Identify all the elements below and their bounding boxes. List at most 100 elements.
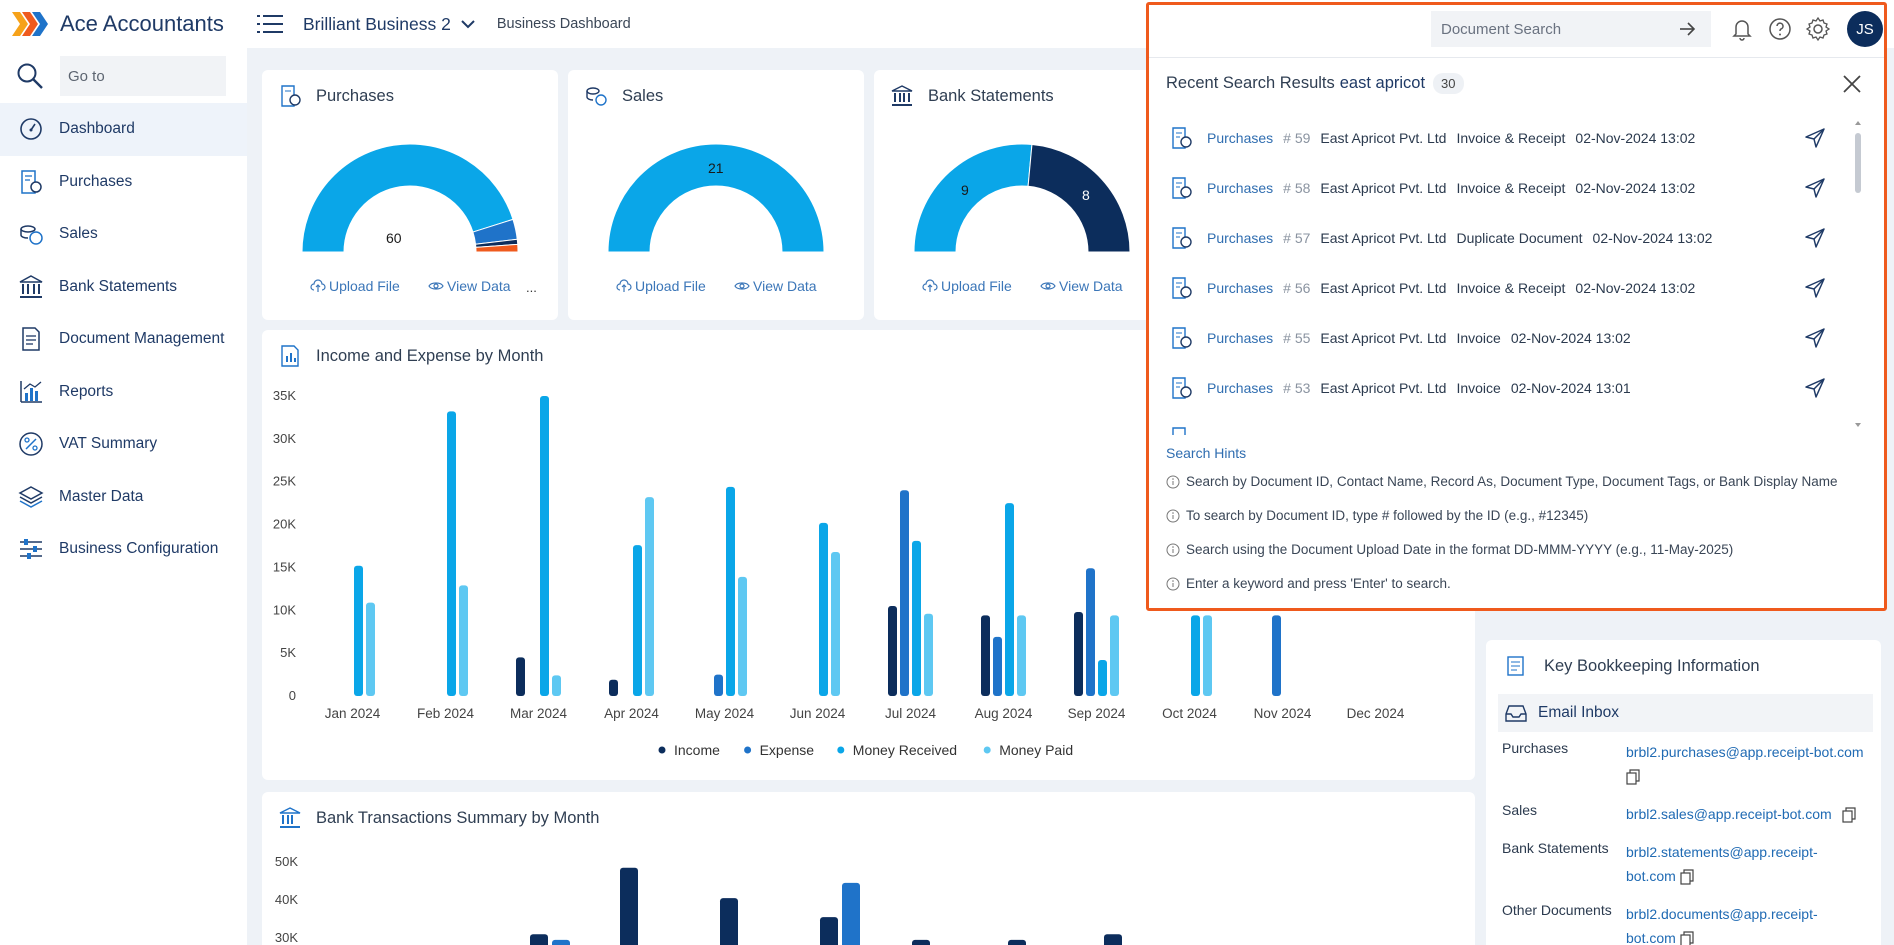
copy-icon[interactable] — [1680, 869, 1694, 885]
chevron-down-icon[interactable] — [459, 15, 477, 33]
bar-money-paid[interactable] — [1110, 615, 1119, 696]
sidebar-item-document-management[interactable]: Document Management — [0, 313, 247, 366]
view-data-link[interactable]: View Data — [1040, 278, 1123, 294]
bar-money-paid[interactable] — [831, 552, 840, 696]
email-address[interactable]: brbl2.purchases@app.receipt-bot.com — [1626, 744, 1864, 760]
search-result-row[interactable]: Purchases # 56 East Apricot Pvt. Ltd Invoic… — [1164, 263, 1854, 313]
bank-bar[interactable] — [842, 882, 860, 945]
sidebar-item-reports[interactable]: Reports — [0, 366, 247, 419]
copy-icon[interactable] — [1680, 931, 1694, 945]
bank-bar[interactable] — [912, 939, 930, 945]
scrollbar-thumb[interactable] — [1855, 133, 1861, 193]
gauge-segment[interactable] — [913, 143, 1033, 253]
sidebar-item-business-configuration[interactable]: Business Configuration — [0, 523, 247, 576]
bar-money-paid[interactable] — [1017, 615, 1026, 696]
copy-icon[interactable] — [1841, 807, 1856, 823]
send-icon[interactable] — [1804, 377, 1826, 399]
bar-money-paid[interactable] — [552, 675, 561, 696]
search-result-row-partial[interactable] — [1164, 413, 1854, 435]
bar-money-paid[interactable] — [459, 585, 468, 696]
send-icon[interactable] — [1804, 277, 1826, 299]
bar-money-received[interactable] — [1098, 660, 1107, 696]
view-data-link[interactable]: View Data — [734, 278, 817, 294]
email-address[interactable]: brbl2.statements@app.receipt-bot.com — [1626, 844, 1818, 884]
send-icon[interactable] — [1804, 177, 1826, 199]
bar-money-paid[interactable] — [1203, 615, 1212, 696]
bank-bar[interactable] — [1008, 939, 1026, 945]
search-result-row[interactable]: Purchases # 58 East Apricot Pvt. Ltd Invoic… — [1164, 163, 1854, 213]
bar-money-received[interactable] — [447, 411, 456, 696]
brand[interactable]: Ace Accountants — [12, 10, 224, 38]
bar-income[interactable] — [516, 657, 525, 696]
email-address[interactable]: brbl2.documents@app.receipt-bot.com — [1626, 906, 1818, 945]
view-data-link[interactable]: View Data — [428, 278, 511, 294]
sidebar-item-vat-summary[interactable]: VAT Summary — [0, 418, 247, 471]
legend-label[interactable]: Money Paid — [999, 742, 1073, 758]
document-search-input[interactable] — [1441, 20, 1671, 38]
search-icon[interactable] — [16, 62, 44, 90]
bank-bar[interactable] — [820, 917, 838, 945]
bell-icon[interactable] — [1729, 16, 1755, 42]
bar-income[interactable] — [981, 615, 990, 696]
sales-card: Sales 21 Upload File View Data — [568, 70, 864, 320]
legend-label[interactable]: Money Received — [853, 742, 957, 758]
sidebar-item-purchases[interactable]: Purchases — [0, 156, 247, 209]
bar-money-paid[interactable] — [366, 602, 375, 696]
bar-money-received[interactable] — [1005, 503, 1014, 696]
search-result-row[interactable]: Purchases # 53 East Apricot Pvt. Ltd Invoic… — [1164, 363, 1854, 413]
bar-money-received[interactable] — [354, 565, 363, 696]
scrollbar[interactable] — [1855, 121, 1861, 427]
gauge-segment[interactable] — [1027, 143, 1131, 253]
bar-expense[interactable] — [1272, 615, 1281, 696]
bank-bar[interactable] — [530, 934, 548, 945]
legend-label[interactable]: Expense — [760, 742, 815, 758]
sidebar-item-master-data[interactable]: Master Data — [0, 471, 247, 524]
bar-money-paid[interactable] — [738, 576, 747, 696]
bar-expense[interactable] — [993, 636, 1002, 696]
send-icon[interactable] — [1804, 227, 1826, 249]
gauge-segment[interactable] — [301, 143, 514, 253]
bar-income[interactable] — [1074, 612, 1083, 696]
gauge-segment[interactable] — [607, 143, 825, 253]
sidebar-item-sales[interactable]: Sales — [0, 208, 247, 261]
upload-file-link[interactable]: Upload File — [616, 278, 706, 294]
bar-money-received[interactable] — [819, 522, 828, 696]
search-result-row[interactable]: Purchases # 57 East Apricot Pvt. Ltd Duplic… — [1164, 213, 1854, 263]
business-selector[interactable]: Brilliant Business 2 — [303, 13, 451, 34]
gauge-segment[interactable] — [475, 243, 519, 253]
send-icon[interactable] — [1804, 127, 1826, 149]
menu-icon[interactable] — [255, 12, 285, 36]
gear-icon[interactable] — [1805, 16, 1831, 42]
upload-file-link[interactable]: Upload File — [310, 278, 400, 294]
sidebar-item-bank-statements[interactable]: Bank Statements — [0, 261, 247, 314]
bar-income[interactable] — [888, 606, 897, 696]
arrow-right-icon[interactable] — [1677, 19, 1697, 39]
bar-money-received[interactable] — [726, 486, 735, 696]
search-result-row[interactable]: Purchases # 59 East Apricot Pvt. Ltd Invoic… — [1164, 113, 1854, 163]
bank-bar[interactable] — [720, 898, 738, 945]
goto-input[interactable] — [60, 56, 226, 96]
bar-money-received[interactable] — [633, 545, 642, 696]
email-address[interactable]: brbl2.sales@app.receipt-bot.com — [1626, 806, 1832, 822]
upload-file-link[interactable]: Upload File — [922, 278, 1012, 294]
copy-icon[interactable] — [1626, 769, 1640, 785]
search-result-row[interactable]: Purchases # 55 East Apricot Pvt. Ltd Invoic… — [1164, 313, 1854, 363]
bar-expense[interactable] — [714, 674, 723, 696]
sidebar-item-dashboard[interactable]: Dashboard — [0, 103, 247, 156]
bar-money-received[interactable] — [540, 396, 549, 696]
bar-money-received[interactable] — [1191, 615, 1200, 696]
bar-money-received[interactable] — [912, 540, 921, 696]
bar-money-paid[interactable] — [645, 497, 654, 696]
avatar[interactable]: JS — [1847, 11, 1883, 47]
bar-money-paid[interactable] — [924, 613, 933, 696]
close-icon[interactable] — [1841, 73, 1863, 95]
bar-income[interactable] — [609, 679, 618, 696]
bank-bar[interactable] — [1104, 934, 1122, 945]
bar-expense[interactable] — [900, 490, 909, 696]
help-icon[interactable] — [1767, 16, 1793, 42]
bank-bar[interactable] — [620, 867, 638, 945]
legend-label[interactable]: Income — [674, 742, 720, 758]
bank-bar[interactable] — [552, 939, 570, 945]
send-icon[interactable] — [1804, 327, 1826, 349]
bar-expense[interactable] — [1086, 568, 1095, 696]
